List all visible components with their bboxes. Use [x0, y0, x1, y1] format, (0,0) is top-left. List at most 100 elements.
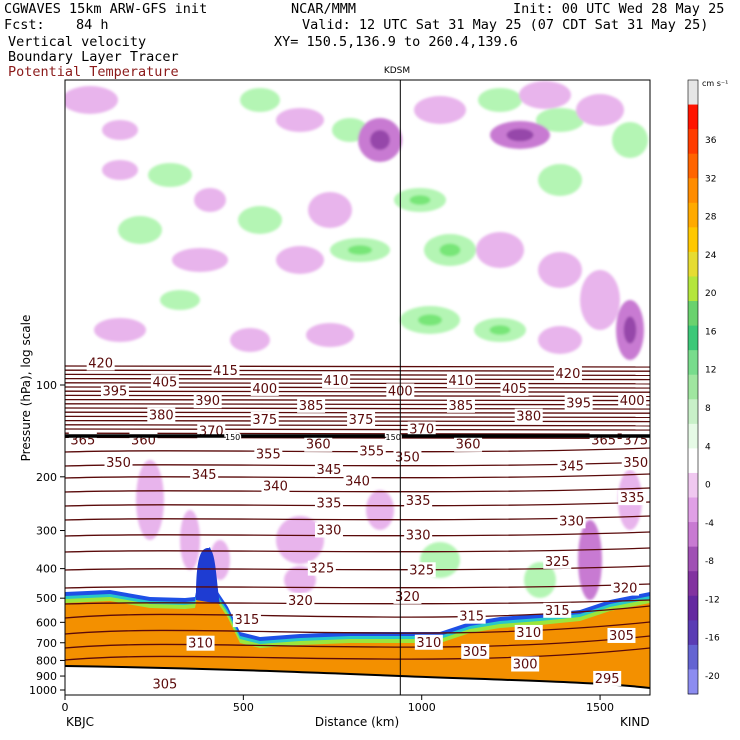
- colorbar-swatch: [688, 620, 698, 646]
- theta-label-bg: [404, 492, 433, 508]
- fcst-value: 84 h: [76, 17, 109, 33]
- colorbar-label: 28: [705, 213, 717, 223]
- downdraft-cell: [180, 510, 200, 570]
- downdraft-core: [370, 130, 390, 150]
- downdraft-core: [623, 316, 637, 344]
- theta-label: 360: [456, 438, 481, 453]
- downdraft-cell: [194, 188, 226, 212]
- downdraft-cell: [94, 318, 146, 342]
- theta-label: 400: [252, 382, 277, 397]
- colorbar-swatch: [688, 595, 698, 621]
- colorbar-label: 0: [705, 481, 711, 491]
- theta-line: [65, 487, 650, 493]
- theta-label: 345: [317, 463, 342, 478]
- theta-line: [65, 547, 650, 553]
- colorbar-swatch: [688, 104, 698, 130]
- colorbar-swatch: [688, 522, 698, 548]
- theta-label-bg: [543, 553, 572, 569]
- theta-label-bg: [261, 478, 290, 494]
- colorbar-swatch: [688, 423, 698, 449]
- theta-label-bg: [250, 380, 279, 396]
- theta-label: 340: [263, 479, 288, 494]
- downdraft-cell: [172, 248, 228, 272]
- colorbar-label: 20: [705, 289, 717, 299]
- updraft-core: [439, 243, 461, 257]
- theta-label: 400: [620, 394, 645, 409]
- bl-plume: [196, 548, 220, 604]
- theta-label: 375: [252, 413, 277, 428]
- theta-label: 345: [192, 468, 217, 483]
- theta-label: 370: [409, 423, 434, 438]
- theta-label: 375: [349, 413, 374, 428]
- theta-label: 315: [235, 613, 260, 628]
- colorbar-swatch: [688, 325, 698, 351]
- theta-label: 420: [88, 356, 113, 371]
- colorbar-label: 32: [705, 174, 716, 184]
- updraft-cell: [536, 108, 584, 132]
- updraft-core: [489, 325, 511, 335]
- colorbar-swatch: [688, 80, 698, 106]
- theta-label-bg: [286, 592, 315, 608]
- updraft-cell: [478, 88, 522, 112]
- colorbar-swatch: [688, 669, 698, 695]
- theta-label: 410: [449, 374, 474, 389]
- y-tick-label: 900: [36, 670, 57, 683]
- theta-label-bg: [564, 395, 593, 411]
- x-axis: 0 500 1000 1500: [62, 695, 614, 714]
- updraft-core: [348, 245, 372, 255]
- theta-label-bg: [607, 627, 636, 643]
- theta-line: [65, 390, 650, 394]
- model-title: CGWAVES 15km ARW-GFS init: [4, 1, 208, 17]
- init-time: Init: 00 UTC Wed 28 May 25: [513, 1, 725, 17]
- colorbar-label: 24: [705, 251, 717, 261]
- colorbar-swatch: [688, 497, 698, 523]
- y-tick-label: 1000: [29, 684, 57, 697]
- downdraft-cell: [306, 323, 354, 347]
- theta-line: [65, 403, 650, 406]
- theta-label-bg: [500, 380, 529, 396]
- theta-label: 300: [513, 658, 538, 673]
- downdraft-cell: [276, 246, 324, 274]
- theta-line: [65, 473, 650, 479]
- theta-label-bg: [514, 408, 543, 424]
- theta-label-bg: [404, 527, 433, 543]
- colorbar-swatch: [688, 571, 698, 597]
- theta-label: 310: [188, 637, 213, 652]
- terrain-line: [65, 665, 650, 689]
- y-tick-label: 400: [36, 563, 57, 576]
- theta-label-bg: [621, 454, 650, 470]
- x-tick-label: 500: [233, 701, 254, 714]
- colorbar-swatch: [688, 374, 698, 400]
- theta-label-bg: [618, 490, 647, 506]
- theta-line: [65, 394, 650, 398]
- theta-label: 415: [213, 364, 238, 379]
- theta-label-bg: [211, 363, 240, 379]
- colorbar-swatch: [688, 472, 698, 499]
- theta-label-bg: [347, 411, 376, 427]
- theta-label: 355: [256, 448, 281, 463]
- theta-label-bg: [150, 676, 179, 692]
- field-potential-temperature: Potential Temperature: [8, 64, 179, 80]
- theta-label: 340: [345, 474, 370, 489]
- theta-label: 385: [449, 399, 474, 414]
- theta-label-bg: [357, 443, 386, 459]
- updraft-cell: [240, 88, 280, 112]
- theta-line: [65, 635, 650, 649]
- fcst-label: Fcst:: [4, 17, 45, 33]
- xy-range: XY= 150.5,136.9 to 260.4,139.6: [274, 34, 518, 50]
- theta-label: 380: [516, 410, 541, 425]
- theta-label-bg: [307, 560, 336, 576]
- plot-frame: [64, 79, 651, 696]
- updraft-cell: [238, 206, 282, 234]
- downdraft-cell: [476, 232, 524, 268]
- updraft-core: [418, 314, 442, 326]
- y-tick-label: 700: [36, 637, 57, 650]
- downdraft-cell: [519, 81, 571, 109]
- x-tick-label: 0: [62, 701, 69, 714]
- valid-time: Valid: 12 UTC Sat 31 May 25 (07 CDT Sat …: [302, 17, 709, 33]
- colorbar-swatch: [688, 301, 698, 327]
- theta-line: [65, 428, 650, 432]
- theta-label: 305: [463, 645, 488, 660]
- y-tick-label: 600: [36, 616, 57, 629]
